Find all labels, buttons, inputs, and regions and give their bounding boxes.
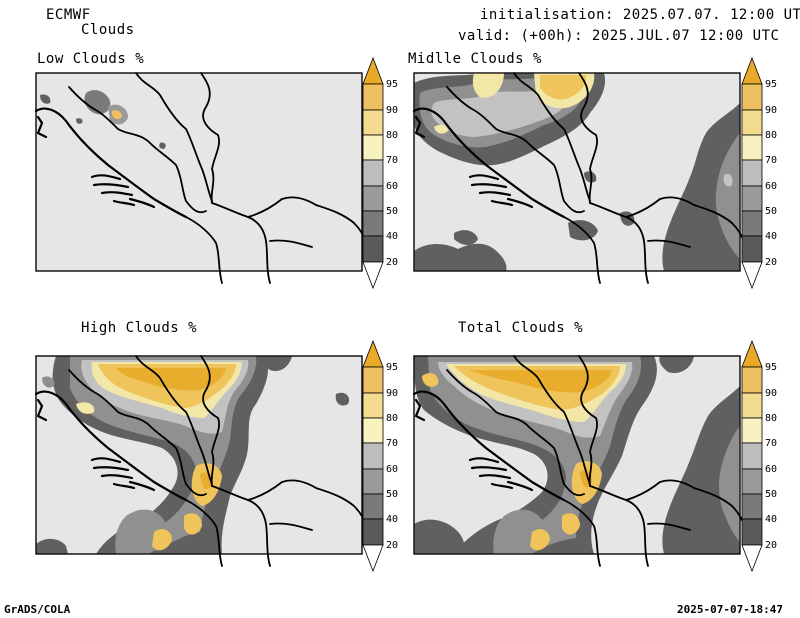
colorbar-level-label: 90: [386, 388, 398, 399]
colorbar-level-label: 80: [765, 413, 777, 424]
panel-title-low: Low Clouds %: [37, 51, 145, 67]
colorbar-level-label: 20: [765, 257, 777, 268]
colorbar-high: 203040506070809095: [362, 340, 398, 572]
colorbar-level-label: 60: [765, 464, 777, 475]
colorbar-level-label: 60: [765, 181, 777, 192]
colorbar-level-label: 50: [765, 206, 777, 217]
colorbar-level-label: 70: [765, 438, 777, 449]
product-name: Clouds: [81, 22, 135, 38]
colorbar-level-label: 90: [386, 105, 398, 116]
colorbar-level-label: 70: [765, 155, 777, 166]
colorbar-level-label: 40: [765, 514, 777, 525]
colorbar-level-label: 95: [765, 362, 777, 373]
colorbar-level-label: 95: [386, 362, 398, 373]
panel-title-middle: Midlle Clouds %: [408, 51, 542, 67]
colorbar-level-label: 95: [765, 79, 777, 90]
colorbar-level-label: 20: [765, 540, 777, 551]
valid-time: valid: (+00h): 2025.JUL.07 12:00 UTC: [458, 28, 780, 44]
panel-title-high: High Clouds %: [81, 320, 198, 336]
initialisation-time: initialisation: 2025.07.07. 12:00 UTC: [480, 7, 800, 23]
colorbar-level-label: 80: [765, 130, 777, 141]
colorbar-level-label: 80: [386, 130, 398, 141]
map-high-clouds: [34, 354, 368, 568]
colorbar-level-label: 70: [386, 155, 398, 166]
colorbar-total: 203040506070809095: [741, 340, 777, 572]
map-total-clouds: [412, 354, 746, 568]
colorbar-level-label: 40: [386, 514, 398, 525]
colorbar-level-label: 70: [386, 438, 398, 449]
colorbar-low: 203040506070809095: [362, 57, 398, 289]
map-low-clouds: [34, 71, 368, 285]
colorbar-level-label: 50: [386, 489, 398, 500]
colorbar-level-label: 60: [386, 464, 398, 475]
colorbar-level-label: 80: [386, 413, 398, 424]
colorbar-level-label: 20: [386, 257, 398, 268]
colorbar-level-label: 40: [765, 231, 777, 242]
colorbar-level-label: 20: [386, 540, 398, 551]
colorbar-level-label: 50: [765, 489, 777, 500]
colorbar-level-label: 95: [386, 79, 398, 90]
colorbar-middle: 203040506070809095: [741, 57, 777, 289]
colorbar-level-label: 90: [765, 105, 777, 116]
map-middle-clouds: [412, 71, 746, 285]
colorbar-level-label: 60: [386, 181, 398, 192]
colorbar-level-label: 50: [386, 206, 398, 217]
colorbar-level-label: 40: [386, 231, 398, 242]
footer-software: GrADS/COLA: [4, 603, 71, 616]
colorbar-level-label: 90: [765, 388, 777, 399]
footer-timestamp: 2025-07-07-18:47: [677, 603, 783, 616]
model-name: ECMWF: [46, 7, 91, 23]
panel-title-total: Total Clouds %: [458, 320, 584, 336]
